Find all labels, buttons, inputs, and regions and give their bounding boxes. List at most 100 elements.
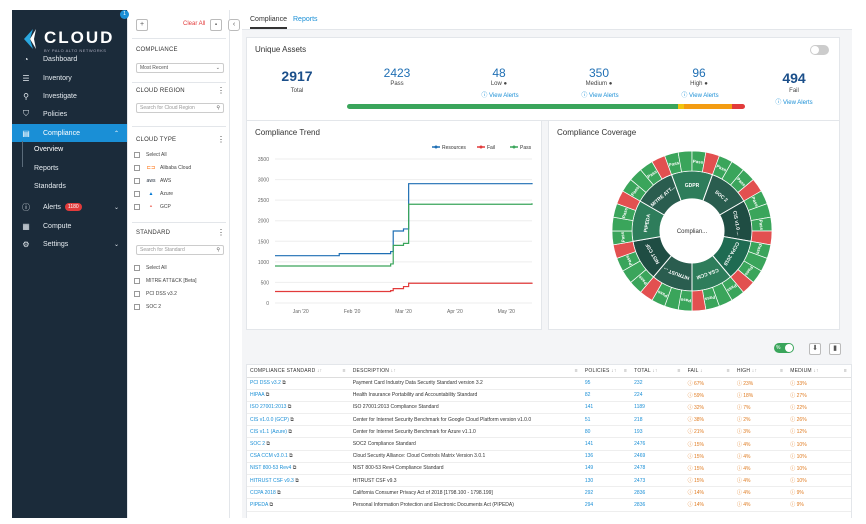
column-header[interactable]: HIGH ↓↑ ≡: [733, 365, 788, 378]
column-header[interactable]: FAIL ↓ ≡: [684, 365, 734, 378]
high-view-alerts-link[interactable]: ⓘ View Alerts: [681, 93, 719, 99]
standard-cell[interactable]: ISO 27001:2013 ⧉: [247, 401, 350, 415]
table-row[interactable]: PIPEDA ⧉ Personal Information Protection …: [247, 498, 851, 512]
table-row[interactable]: SOC 2 ⧉ SOC2 Compliance Standard 141 2476 ⓘ …: [247, 437, 851, 451]
external-link-icon[interactable]: ⧉: [286, 428, 292, 435]
column-menu-icon[interactable]: ≡: [780, 367, 784, 374]
checkbox[interactable]: [134, 204, 140, 210]
tab-reports[interactable]: Reports: [293, 16, 318, 23]
sidebar-item-inventory[interactable]: ☰ Inventory: [12, 69, 127, 87]
sort-icon[interactable]: ↓: [698, 367, 703, 374]
standard-cell[interactable]: CCPA 2018 ⧉: [247, 486, 350, 500]
standard-cell[interactable]: CIS v1.0.0 (GCP) ⧉: [247, 413, 350, 427]
checkbox[interactable]: [134, 291, 140, 297]
external-link-icon[interactable]: ⧉: [265, 441, 270, 448]
standard-cell[interactable]: HITRUST CSF v9.3 ⧉: [247, 474, 350, 488]
checkbox[interactable]: [134, 304, 140, 310]
sort-icon[interactable]: ↓↑: [650, 367, 658, 374]
table-row[interactable]: CIS v1.0.0 (GCP) ⧉ Center for Internet Se…: [247, 413, 851, 427]
standard-more-icon[interactable]: ⋮: [217, 228, 225, 237]
column-menu-icon[interactable]: ≡: [342, 367, 346, 374]
standard-option[interactable]: SOC 2: [134, 304, 161, 310]
standard-search-input[interactable]: Search for Standard ⚲: [136, 245, 224, 255]
type-more-icon[interactable]: ⋮: [217, 135, 225, 144]
subnav-reports[interactable]: Reports: [34, 165, 59, 172]
standard-cell[interactable]: CSA CCM v3.0.1 ⧉: [247, 450, 350, 463]
column-header[interactable]: MEDIUM ↓↑ ≡: [787, 365, 851, 378]
table-row[interactable]: PCI DSS v3.2 ⧉ Payment Card Industry Data…: [247, 377, 851, 390]
column-menu-icon[interactable]: ≡: [726, 367, 730, 374]
external-link-icon[interactable]: ⧉: [293, 477, 299, 484]
external-link-icon[interactable]: ⧉: [264, 392, 270, 399]
standard-cell[interactable]: HIPAA ⧉: [247, 389, 350, 402]
table-row[interactable]: CCPA 2018 ⧉ California Consumer Privacy A…: [247, 486, 851, 500]
cloud-type-option[interactable]: aws AWS: [134, 178, 171, 184]
collapse-panel-button[interactable]: ‹: [228, 19, 240, 31]
table-row[interactable]: CSA CCM v3.0.1 ⧉ Cloud Security Alliance:…: [247, 450, 851, 463]
medium-view-alerts-link[interactable]: ⓘ View Alerts: [581, 93, 619, 99]
column-menu-icon[interactable]: ≡: [624, 367, 628, 374]
cloud-type-option[interactable]: ▲ Azure: [134, 191, 173, 197]
column-header[interactable]: DESCRIPTION ↓↑ ≡: [349, 365, 582, 378]
table-toggle[interactable]: %: [774, 343, 794, 353]
collapse-filter-button[interactable]: +: [136, 19, 148, 31]
column-header[interactable]: TOTAL ↓↑ ≡: [631, 365, 685, 378]
external-link-icon[interactable]: ⧉: [280, 380, 286, 387]
fail-view-alerts-link[interactable]: ⓘ View Alerts: [775, 100, 813, 106]
table-row[interactable]: HITRUST CSF v9.3 ⧉ HITRUST CSF v9.3 130 247…: [247, 474, 851, 488]
sort-icon[interactable]: ↓↑: [315, 367, 323, 374]
checkbox[interactable]: [134, 178, 140, 184]
columns-icon[interactable]: ▮: [829, 343, 841, 355]
cloud-type-option[interactable]: ⊏⊐ Alibaba Cloud: [134, 165, 191, 171]
sidebar-item-compliance[interactable]: ▤ Compliance ⌃: [12, 124, 127, 142]
checkbox[interactable]: [134, 165, 140, 171]
download-icon[interactable]: ⬇: [809, 343, 821, 355]
standard-option[interactable]: PCI DSS v3.2: [134, 291, 177, 297]
table-row[interactable]: ISO 27001:2013 ⧉ ISO 27001:2013 Complianc…: [247, 401, 851, 415]
checkbox[interactable]: [134, 278, 140, 284]
checkbox[interactable]: [134, 191, 140, 197]
sort-icon[interactable]: ↓↑: [750, 367, 758, 374]
sidebar-item-policies[interactable]: ⛉ Policies: [12, 105, 127, 123]
column-header[interactable]: POLICIES ↓↑ ≡: [581, 365, 632, 378]
low-view-alerts-link[interactable]: ⓘ View Alerts: [481, 93, 519, 99]
external-link-icon[interactable]: ⧉: [287, 453, 293, 460]
external-link-icon[interactable]: ⧉: [268, 501, 274, 508]
table-row[interactable]: CIS v1.1 (Azure) ⧉ Center for Internet Se…: [247, 425, 851, 439]
sidebar-item-dashboard[interactable]: ◔ Dashboard: [12, 50, 127, 68]
cloud-type-option[interactable]: ◓ GCP: [134, 204, 171, 210]
external-link-icon[interactable]: ⧉: [275, 489, 281, 496]
compliance-select[interactable]: Most Recent ⌄: [136, 63, 224, 73]
standard-option[interactable]: Select All: [134, 265, 167, 271]
cloud-type-option[interactable]: Select All: [134, 152, 167, 158]
clear-all-link[interactable]: Clear All: [183, 21, 206, 27]
column-menu-icon[interactable]: ≡: [677, 367, 681, 374]
save-filter-button[interactable]: ▪: [210, 19, 222, 31]
standard-cell[interactable]: NIST 800-53 Rev4 ⧉: [247, 462, 350, 476]
subnav-standards[interactable]: Standards: [34, 183, 66, 190]
external-link-icon[interactable]: ⧉: [286, 404, 292, 411]
standard-option[interactable]: MITRE ATT&CK [Beta]: [134, 278, 196, 284]
column-menu-icon[interactable]: ≡: [574, 367, 578, 374]
external-link-icon[interactable]: ⧉: [291, 465, 297, 472]
checkbox[interactable]: [134, 265, 140, 271]
subnav-overview[interactable]: Overview: [34, 146, 64, 153]
standard-cell[interactable]: PCI DSS v3.2 ⧉: [247, 377, 350, 390]
table-row[interactable]: HIPAA ⧉ Health Insurance Portability and …: [247, 389, 851, 402]
sidebar-item-compute[interactable]: ▦ Compute: [12, 217, 127, 235]
sidebar-item-investigate[interactable]: ⚲ Investigate: [12, 87, 127, 105]
column-menu-icon[interactable]: ≡: [843, 367, 847, 374]
standard-cell[interactable]: PIPEDA ⧉: [247, 498, 350, 512]
tab-compliance[interactable]: Compliance: [250, 16, 287, 29]
sort-icon[interactable]: ↓↑: [609, 367, 617, 374]
standard-cell[interactable]: SOC 2 ⧉: [247, 437, 350, 451]
sort-icon[interactable]: ↓↑: [811, 367, 819, 374]
sidebar-item-settings[interactable]: ⚙ Settings ⌄: [12, 235, 127, 253]
external-link-icon[interactable]: ⧉: [288, 416, 294, 423]
sidebar-item-alerts[interactable]: ⓘ Alerts 1180 ⌄: [12, 198, 127, 216]
sort-icon[interactable]: ↓↑: [389, 367, 397, 374]
assets-toggle[interactable]: [810, 45, 829, 55]
table-row[interactable]: NIST 800-53 Rev4 ⧉ NIST 800-53 Rev4 Compl…: [247, 462, 851, 476]
column-header[interactable]: COMPLIANCE STANDARD ↓↑ ≡: [247, 365, 350, 378]
region-more-icon[interactable]: ⋮: [217, 86, 225, 95]
